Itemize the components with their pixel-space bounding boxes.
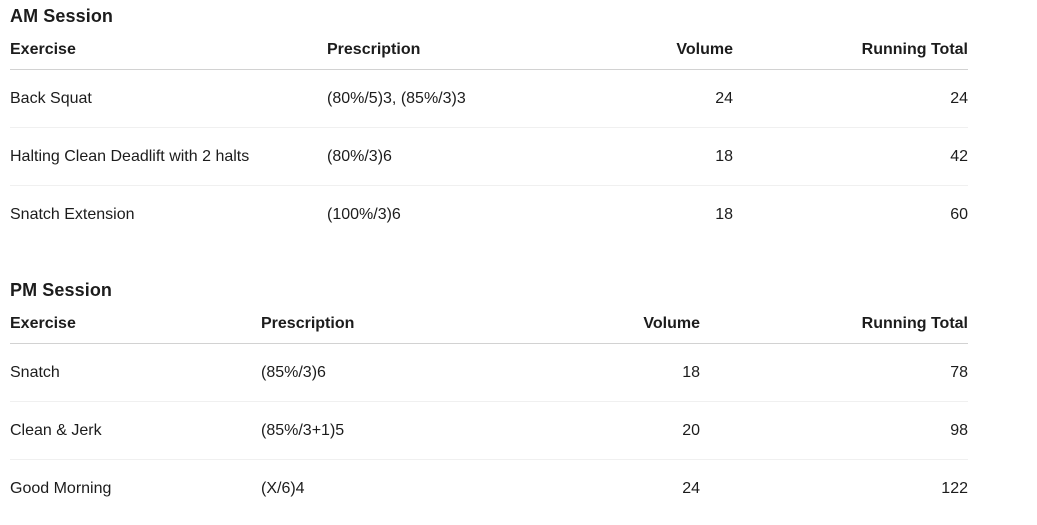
cell-volume: 18 [715,206,733,223]
cell-running-total: 24 [733,69,968,128]
header-row: Exercise Prescription Volume Running Tot… [10,313,968,344]
cell-exercise: Halting Clean Deadlift with 2 halts [10,127,327,186]
column-header-exercise: Exercise [10,313,261,344]
column-header-volume: Volume [577,39,733,70]
cell-exercise: Back Squat [10,69,327,128]
pm-table-header: Exercise Prescription Volume Running Tot… [10,313,968,344]
am-session-table: Exercise Prescription Volume Running Tot… [10,39,968,243]
column-header-prescription: Prescription [327,39,577,70]
cell-exercise: Clean & Jerk [10,401,261,460]
cell-running-total: 98 [700,401,968,460]
training-program-page: AM Session Exercise Prescription Volume … [10,6,968,517]
column-header-exercise: Exercise [10,39,327,70]
cell-prescription: (X/6)4 [261,480,305,497]
cell-running-total: 78 [700,343,968,402]
table-row: Clean & Jerk (85%/3+1)5 20 98 [10,401,968,460]
cell-prescription: (80%/5)3, (85%/3)3 [327,69,577,128]
table-row: Snatch Extension (100%/3)6 18 60 [10,186,968,244]
cell-prescription: (100%/3)6 [327,206,401,223]
column-header-running-total: Running Total [733,39,968,70]
column-header-running-total: Running Total [700,313,968,344]
cell-volume: 18 [577,127,733,186]
column-header-prescription: Prescription [261,313,541,344]
cell-volume: 24 [682,480,700,497]
cell-prescription: (85%/3)6 [261,343,541,402]
am-session-title: AM Session [10,6,114,26]
cell-prescription: (80%/3)6 [327,127,577,186]
table-row: Snatch (85%/3)6 18 78 [10,343,968,402]
cell-exercise: Snatch Extension [10,206,135,223]
table-row: Good Morning (X/6)4 24 122 [10,460,968,518]
pm-session-title: PM Session [10,280,113,300]
cell-volume: 24 [577,69,733,128]
cell-volume: 18 [541,343,700,402]
cell-prescription: (85%/3+1)5 [261,401,541,460]
header-row: Exercise Prescription Volume Running Tot… [10,39,968,70]
table-row: Back Squat (80%/5)3, (85%/3)3 24 24 [10,69,968,128]
cell-volume: 20 [541,401,700,460]
cell-running-total: 122 [941,480,968,497]
cell-exercise: Snatch [10,343,261,402]
column-header-volume: Volume [541,313,700,344]
table-row: Halting Clean Deadlift with 2 halts (80%… [10,127,968,186]
cell-running-total: 42 [733,127,968,186]
pm-session-table: Exercise Prescription Volume Running Tot… [10,313,968,517]
cell-exercise: Good Morning [10,480,112,497]
cell-running-total: 60 [950,206,968,223]
am-table-header: Exercise Prescription Volume Running Tot… [10,39,968,70]
